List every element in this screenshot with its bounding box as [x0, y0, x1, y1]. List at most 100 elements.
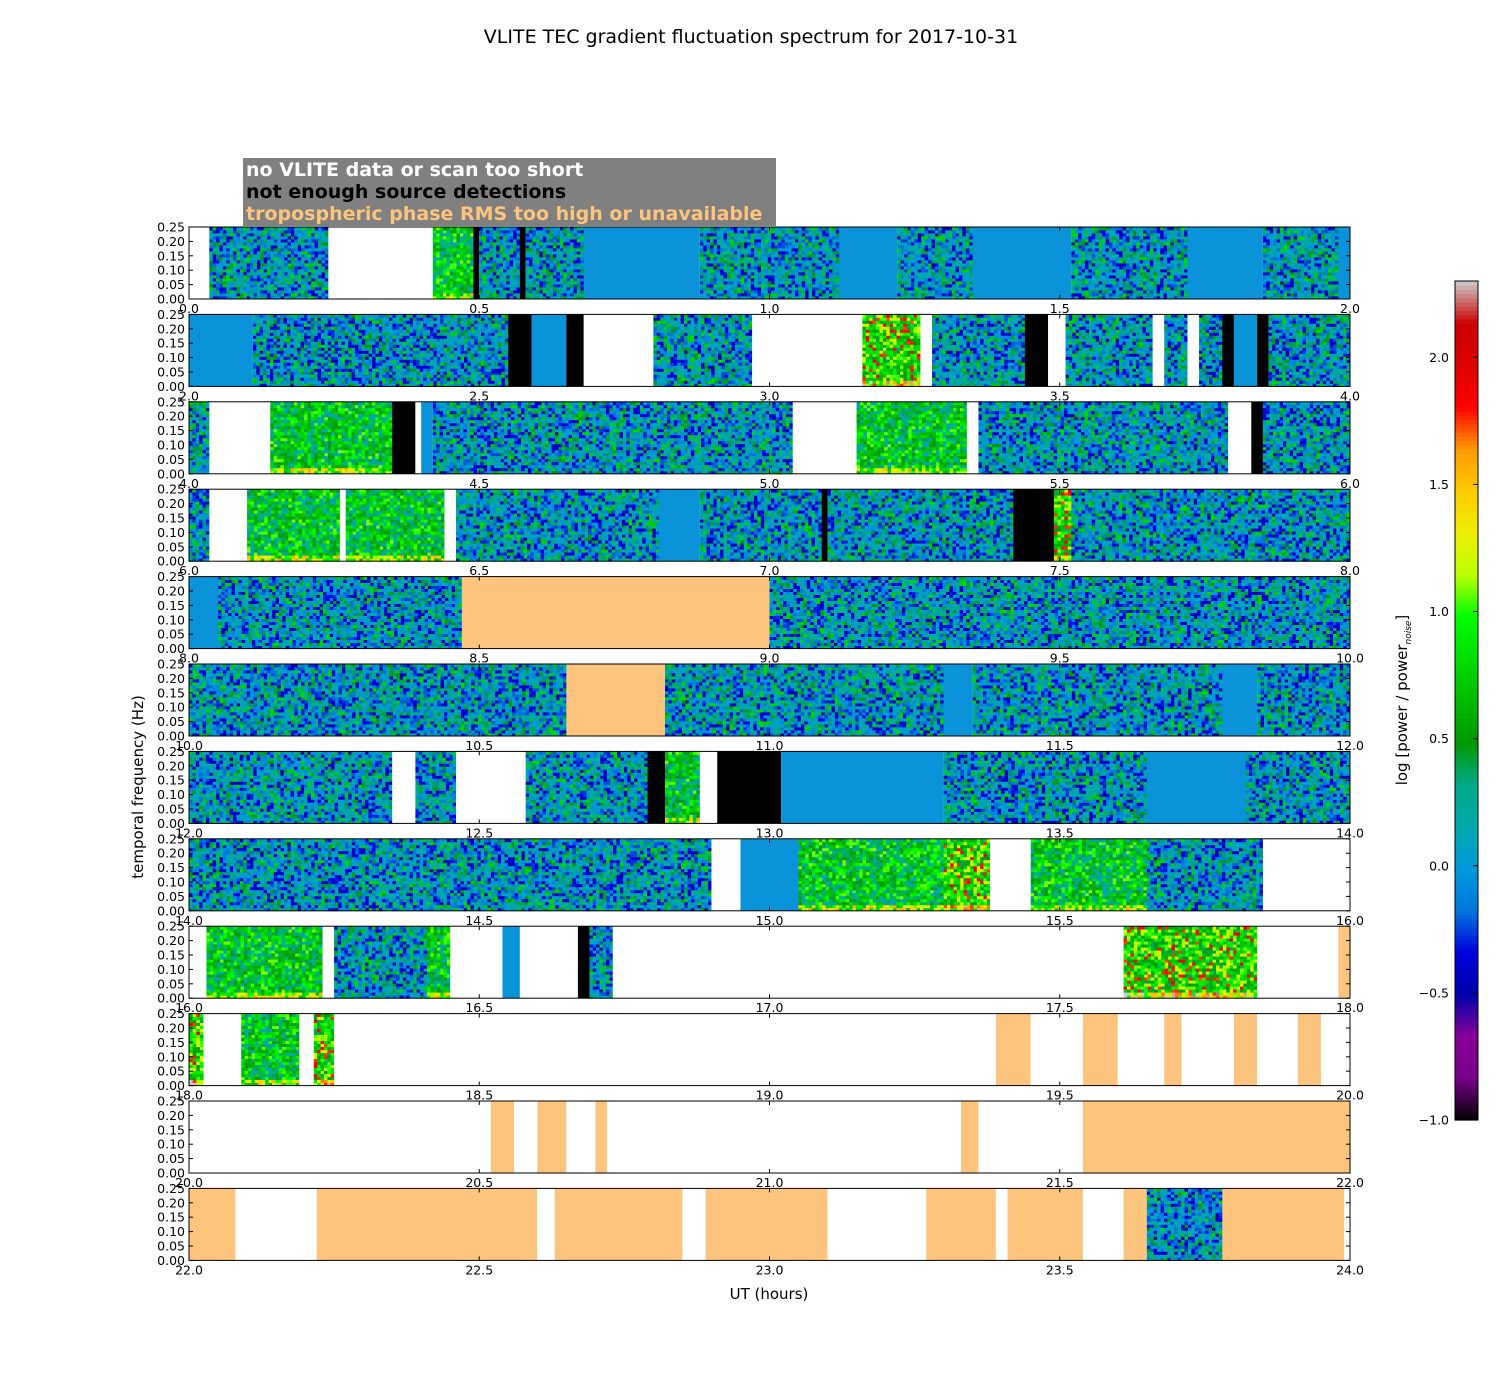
y-tick-label: 0.25: [157, 1094, 185, 1109]
y-tick-label: 0.25: [157, 220, 185, 235]
flag-segment: [555, 1188, 683, 1260]
flag-segment: [392, 402, 415, 474]
spectrum-segment: [1263, 402, 1350, 474]
spectrum-segment: [189, 1014, 204, 1086]
x-tick-label: 4.5: [469, 476, 489, 491]
spectrum-segment: [1147, 1188, 1223, 1260]
x-tick-label: 12.0: [1336, 738, 1364, 753]
flag-segment: [444, 489, 456, 561]
y-tick-label: 0.10: [157, 1049, 185, 1064]
flag-segment: [584, 227, 700, 299]
flag-segment: [700, 751, 717, 823]
spectrum-segment: [247, 489, 340, 561]
spectrum-segment: [1071, 227, 1188, 299]
colorbar-tick-label: 2.0: [1429, 350, 1449, 365]
chart-title: VLITE TEC gradient fluctuation spectrum …: [484, 26, 1018, 48]
y-tick-label: 0.15: [157, 773, 185, 788]
flag-segment: [711, 839, 740, 911]
flag-segment: [508, 314, 531, 386]
y-tick-label: 0.20: [157, 584, 185, 599]
x-tick-label: 23.0: [756, 1262, 784, 1277]
flag-segment: [1251, 402, 1263, 474]
flag-segment: [1298, 1014, 1321, 1086]
colorbar-tick-label: −0.5: [1419, 985, 1449, 1000]
legend-tropo-rms: tropospheric phase RMS too high or unava…: [246, 203, 762, 225]
flag-segment: [1257, 314, 1269, 386]
flag-segment: [1182, 1014, 1234, 1086]
y-tick-label: 0.25: [157, 831, 185, 846]
spectrum-segment: [526, 751, 648, 823]
flag-segment: [613, 926, 1124, 998]
y-tick-label: 0.10: [157, 787, 185, 802]
spectrum-segment: [665, 664, 944, 736]
flag-segment: [415, 402, 421, 474]
x-tick-label: 7.5: [1050, 563, 1070, 578]
flag-segment: [392, 751, 415, 823]
spectrum-segment: [189, 489, 210, 561]
x-tick-label: 5.0: [760, 476, 780, 491]
flag-segment: [961, 1101, 978, 1173]
y-tick-label: 0.20: [157, 1195, 185, 1210]
y-tick-label: 0.20: [157, 671, 185, 686]
y-tick-label: 0.25: [157, 657, 185, 672]
flag-segment: [209, 489, 247, 561]
flag-segment: [1222, 314, 1234, 386]
flag-segment: [1187, 314, 1199, 386]
y-tick-label: 0.05: [157, 1239, 185, 1254]
x-tick-label: 13.5: [1046, 825, 1074, 840]
y-tick-label: 0.15: [157, 1035, 185, 1050]
flag-segment: [752, 314, 862, 386]
flag-segment: [1222, 664, 1257, 736]
y-tick-label: 0.05: [157, 627, 185, 642]
x-tick-label: 19.0: [756, 1088, 784, 1103]
x-tick-label: 3.0: [760, 388, 780, 403]
x-tick-label: 23.5: [1046, 1262, 1074, 1277]
flag-segment: [473, 227, 479, 299]
flag-segment: [189, 926, 206, 998]
x-tick-label: 5.5: [1050, 476, 1070, 491]
y-tick-label: 0.25: [157, 482, 185, 497]
spectrum-segment: [897, 227, 973, 299]
flag-segment: [793, 402, 857, 474]
spectrum-segment: [479, 227, 520, 299]
flag-segment: [1083, 1101, 1350, 1173]
x-tick-label: 1.5: [1050, 301, 1070, 316]
flag-segment: [1321, 1014, 1350, 1086]
flag-segment: [1338, 926, 1350, 998]
flag-segment: [450, 926, 502, 998]
x-tick-label: 16.5: [465, 1000, 493, 1015]
y-tick-label: 0.25: [157, 1006, 185, 1021]
y-tick-label: 0.10: [157, 875, 185, 890]
x-tick-label: 18.0: [1336, 1000, 1364, 1015]
spectrum-segment: [241, 1014, 299, 1086]
spectrum-segment: [189, 839, 712, 911]
flag-segment: [1234, 1014, 1257, 1086]
y-tick-label: 0.15: [157, 948, 185, 963]
colorbar-tick-label: 0.5: [1429, 731, 1449, 746]
flag-segment: [566, 664, 665, 736]
x-tick-label: 2.5: [469, 388, 489, 403]
flag-segment: [235, 1188, 316, 1260]
flag-segment: [299, 1014, 314, 1086]
flag-segment: [514, 1101, 537, 1173]
spectrum-segment: [770, 577, 1351, 649]
spectrum-segment: [973, 664, 1223, 736]
spectrum-segment: [1164, 314, 1188, 386]
flag-segment: [1118, 1014, 1164, 1086]
y-tick-label: 0.25: [157, 569, 185, 584]
y-tick-label: 0.15: [157, 248, 185, 263]
spectrum-segment: [828, 489, 1014, 561]
x-tick-label: 7.0: [760, 563, 780, 578]
flag-segment: [189, 227, 209, 299]
flag-segment: [717, 751, 781, 823]
x-tick-label: 16.0: [1336, 913, 1364, 928]
y-tick-label: 0.25: [157, 919, 185, 934]
y-tick-label: 0.05: [157, 1064, 185, 1079]
x-tick-label: 4.0: [1340, 388, 1360, 403]
spectrum-segment: [1147, 839, 1263, 911]
spectrum-segment: [189, 402, 210, 474]
